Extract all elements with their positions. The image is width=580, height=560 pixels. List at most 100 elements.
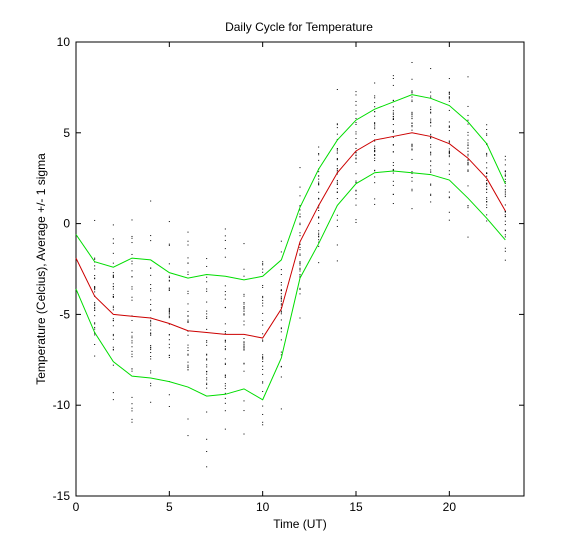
observation-point xyxy=(131,421,133,423)
observation-point xyxy=(280,408,282,410)
observation-point xyxy=(392,106,394,108)
observation-point xyxy=(206,313,208,315)
observation-point xyxy=(486,182,488,184)
observation-point xyxy=(168,280,170,282)
observation-point xyxy=(168,307,170,309)
observation-point xyxy=(355,180,357,182)
observation-point xyxy=(336,124,338,126)
observation-point xyxy=(75,261,77,263)
observation-point xyxy=(299,224,301,226)
observation-point xyxy=(187,347,189,349)
observation-point xyxy=(206,373,208,375)
observation-point xyxy=(392,144,394,146)
observation-point xyxy=(187,290,189,292)
y-tick-label-3: 0 xyxy=(63,217,70,231)
observation-point xyxy=(448,191,450,193)
observation-point xyxy=(112,349,114,351)
observation-point xyxy=(224,248,226,250)
observation-point xyxy=(131,368,133,370)
observation-point xyxy=(243,243,245,245)
observation-point xyxy=(206,288,208,290)
observation-point xyxy=(262,382,264,384)
observation-point xyxy=(355,151,357,153)
observation-point xyxy=(355,198,357,200)
observation-point xyxy=(374,182,376,184)
observation-point xyxy=(318,182,320,184)
observation-point xyxy=(75,274,77,276)
observation-point xyxy=(112,274,114,276)
observation-point xyxy=(243,400,245,402)
observation-point xyxy=(224,410,226,412)
observation-point xyxy=(131,350,133,352)
observation-point xyxy=(374,82,376,84)
observation-point xyxy=(262,381,264,383)
observation-point xyxy=(243,275,245,277)
observation-point xyxy=(131,356,133,358)
observation-point xyxy=(206,383,208,385)
observation-point xyxy=(262,295,264,297)
axis-ticks: 0 5 10 15 20 -15 -10 -5 0 5 10 xyxy=(53,35,524,514)
observation-point xyxy=(411,118,413,120)
observation-point xyxy=(112,238,114,240)
observation-point xyxy=(243,303,245,305)
series-lines xyxy=(75,94,506,401)
observation-point xyxy=(206,276,208,278)
y-axis-label: Temperature (Celcius), Average +/- 1 sig… xyxy=(34,153,48,385)
observation-point xyxy=(318,198,320,200)
observation-point xyxy=(243,342,245,344)
observation-point xyxy=(262,424,264,426)
observation-point xyxy=(75,208,77,210)
observation-point xyxy=(355,104,357,106)
observation-point xyxy=(187,366,189,368)
observation-point xyxy=(206,366,208,368)
observation-point xyxy=(448,197,450,199)
observation-point xyxy=(374,151,376,153)
observation-point xyxy=(75,244,77,246)
observation-point xyxy=(262,365,264,367)
observation-point xyxy=(150,288,152,290)
observation-point xyxy=(374,198,376,200)
observation-point xyxy=(131,337,133,339)
observation-point xyxy=(392,130,394,132)
observation-point xyxy=(336,157,338,159)
observation-point xyxy=(243,306,245,308)
observation-point xyxy=(430,111,432,113)
observation-point xyxy=(336,148,338,150)
observation-point xyxy=(318,171,320,173)
observation-point xyxy=(112,275,114,277)
observation-point xyxy=(75,212,77,214)
observation-point xyxy=(262,305,264,307)
observation-point xyxy=(224,362,226,364)
observation-point xyxy=(150,303,152,305)
observation-point xyxy=(224,349,226,351)
observation-point xyxy=(336,183,338,185)
observation-point xyxy=(187,240,189,242)
observation-point xyxy=(318,236,320,238)
observation-point xyxy=(374,122,376,124)
observation-point xyxy=(374,150,376,152)
observation-point xyxy=(280,300,282,302)
observation-point xyxy=(187,310,189,312)
observation-point xyxy=(150,348,152,350)
observation-point xyxy=(355,94,357,96)
observation-point xyxy=(131,263,133,265)
observation-point xyxy=(280,328,282,330)
observation-point xyxy=(224,341,226,343)
observation-point xyxy=(411,144,413,146)
observation-point xyxy=(187,344,189,346)
observation-point xyxy=(150,321,152,323)
observation-point xyxy=(504,204,506,206)
observation-point xyxy=(150,334,152,336)
observation-point xyxy=(336,260,338,262)
observation-point xyxy=(131,407,133,409)
observation-point xyxy=(299,186,301,188)
observation-point xyxy=(75,236,77,238)
observation-point xyxy=(112,277,114,279)
observation-point xyxy=(374,133,376,135)
observation-point xyxy=(504,175,506,177)
observation-point xyxy=(299,262,301,264)
observation-point xyxy=(318,178,320,180)
observation-point xyxy=(131,253,133,255)
observation-point xyxy=(243,308,245,310)
observation-point xyxy=(131,276,133,278)
